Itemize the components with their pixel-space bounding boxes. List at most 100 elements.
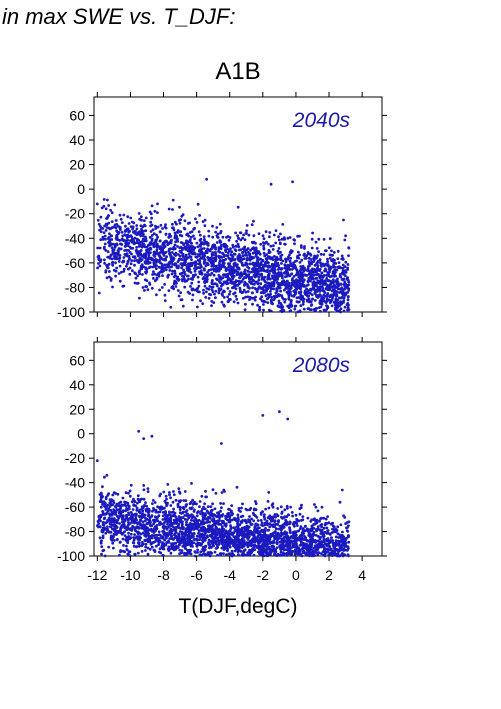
data-point [169, 241, 173, 245]
data-point [252, 219, 255, 223]
data-point [260, 299, 264, 303]
data-point [214, 547, 218, 550]
y-tick-label: 40 [69, 132, 85, 148]
data-point [226, 254, 229, 258]
data-point [344, 270, 347, 274]
data-point [192, 532, 196, 535]
data-point [252, 553, 256, 557]
data-point [109, 253, 113, 257]
data-point [269, 292, 272, 296]
data-point [243, 245, 247, 249]
data-point [317, 237, 321, 241]
data-point [120, 270, 123, 274]
data-point [137, 242, 141, 245]
data-point [168, 233, 172, 237]
data-point [340, 287, 344, 291]
data-point [232, 262, 236, 266]
data-point [332, 274, 336, 278]
data-point [322, 237, 326, 241]
data-point [256, 269, 259, 273]
data-point [329, 547, 333, 551]
data-point [311, 284, 315, 287]
data-point [111, 285, 114, 289]
data-point [155, 536, 159, 540]
data-point [135, 545, 138, 549]
data-point [229, 257, 233, 261]
data-point [192, 227, 196, 231]
data-point [223, 290, 226, 293]
data-point [334, 299, 338, 303]
data-point [105, 505, 108, 509]
data-point [140, 526, 144, 530]
data-point [174, 274, 177, 278]
data-point [324, 522, 328, 526]
data-point [109, 508, 113, 512]
data-point [131, 220, 134, 224]
data-point [323, 291, 327, 295]
data-point [322, 534, 326, 538]
data-point [331, 531, 334, 534]
data-point [262, 303, 265, 306]
data-point [298, 234, 301, 238]
data-point [293, 307, 297, 311]
data-point [311, 281, 315, 285]
data-point [167, 235, 171, 239]
data-point [216, 539, 220, 542]
data-point [149, 247, 153, 251]
data-point [248, 286, 251, 290]
data-point [210, 285, 214, 289]
data-point [103, 475, 106, 479]
data-point [286, 257, 290, 261]
data-point [198, 290, 201, 294]
data-point [243, 268, 247, 272]
data-point [222, 273, 225, 277]
data-point [214, 542, 218, 546]
data-point [168, 532, 172, 536]
data-point [126, 491, 130, 495]
data-point [211, 290, 215, 294]
data-point [157, 251, 161, 255]
data-point [328, 237, 332, 241]
data-point [168, 547, 172, 551]
data-point [183, 490, 187, 493]
data-point [158, 520, 162, 524]
data-point [314, 277, 318, 280]
data-point [171, 222, 174, 226]
data-point [292, 283, 296, 287]
data-point [347, 540, 351, 544]
data-point [199, 241, 203, 245]
data-point [200, 247, 204, 251]
data-point [273, 262, 277, 266]
data-point [109, 208, 112, 212]
data-point [164, 223, 167, 227]
data-point [339, 283, 343, 286]
data-point [165, 536, 168, 540]
data-point [251, 261, 255, 265]
data-point [211, 235, 215, 239]
data-point [283, 300, 287, 304]
data-point [340, 254, 344, 258]
data-point [96, 255, 100, 259]
data-point [326, 529, 329, 533]
data-point [207, 538, 211, 542]
data-point [333, 259, 336, 262]
data-point [259, 550, 263, 553]
data-point [106, 527, 109, 531]
data-point [203, 538, 207, 542]
data-point [224, 250, 228, 254]
data-point [202, 552, 206, 555]
data-point [195, 542, 198, 546]
data-point [153, 549, 157, 552]
data-point [191, 502, 195, 506]
data-point [268, 536, 272, 540]
data-point [140, 263, 144, 266]
data-point [180, 214, 184, 218]
data-point [207, 296, 211, 300]
data-point [298, 253, 301, 257]
data-point [245, 229, 248, 233]
data-point [138, 296, 141, 300]
data-point [141, 531, 145, 535]
data-point [345, 284, 349, 288]
data-point [155, 293, 158, 297]
